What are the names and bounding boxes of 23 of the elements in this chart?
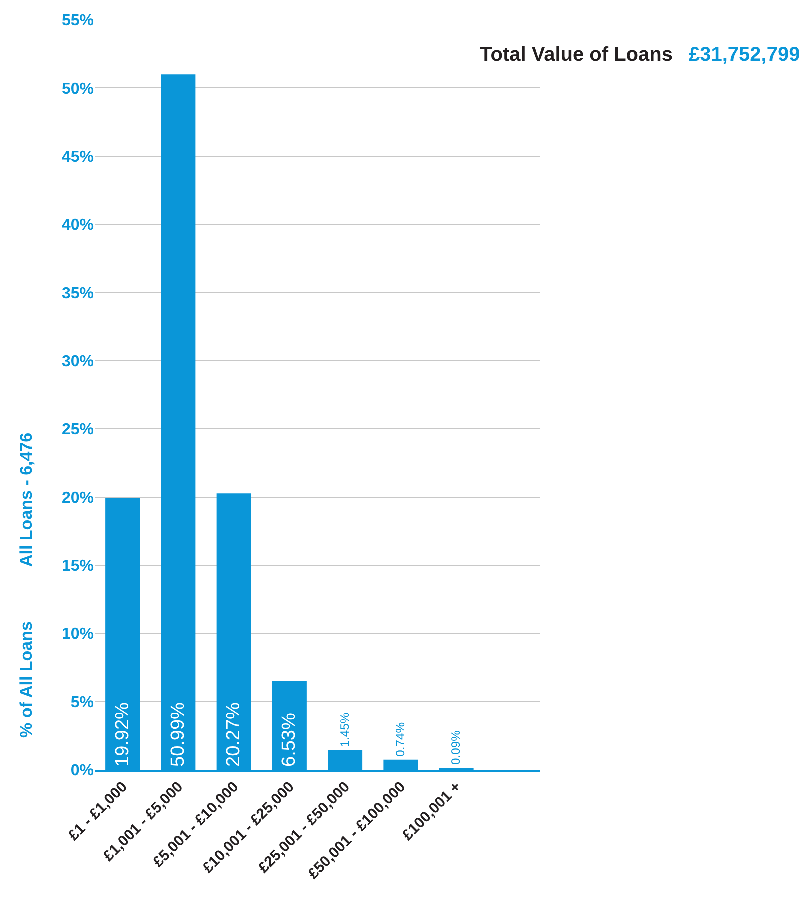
y-axis-title: % of All Loans [17, 622, 36, 738]
y-tick-label: 20% [62, 490, 94, 507]
data-label: 0.09% [449, 730, 464, 765]
y-tick-label: 0% [70, 762, 94, 780]
y-tick-label: 30% [62, 354, 94, 371]
y-tick-label: 40% [62, 217, 94, 234]
data-label: 1.45% [338, 712, 352, 748]
data-label: 19.92% [112, 702, 134, 767]
y-tick-label: 50% [62, 80, 94, 98]
y-tick-label: 45% [62, 148, 94, 166]
y-tick-label: 25% [62, 422, 94, 439]
text: £31,752,799 [689, 44, 800, 66]
y-tick-label: 10% [62, 626, 94, 644]
data-label: 0.74% [393, 722, 408, 757]
text: All Loans - 6,476 [17, 432, 36, 568]
data-label: 20.27% [224, 702, 245, 767]
y-tick-label: 5% [70, 694, 94, 712]
annotation: Total Value of Loans [480, 44, 673, 66]
y-tick-label: 15% [62, 558, 94, 576]
data-label: 50.99% [168, 702, 189, 767]
y-tick-label: 55% [62, 12, 94, 30]
y-tick-label: 35% [62, 285, 94, 302]
data-label: 6.53% [279, 713, 300, 767]
